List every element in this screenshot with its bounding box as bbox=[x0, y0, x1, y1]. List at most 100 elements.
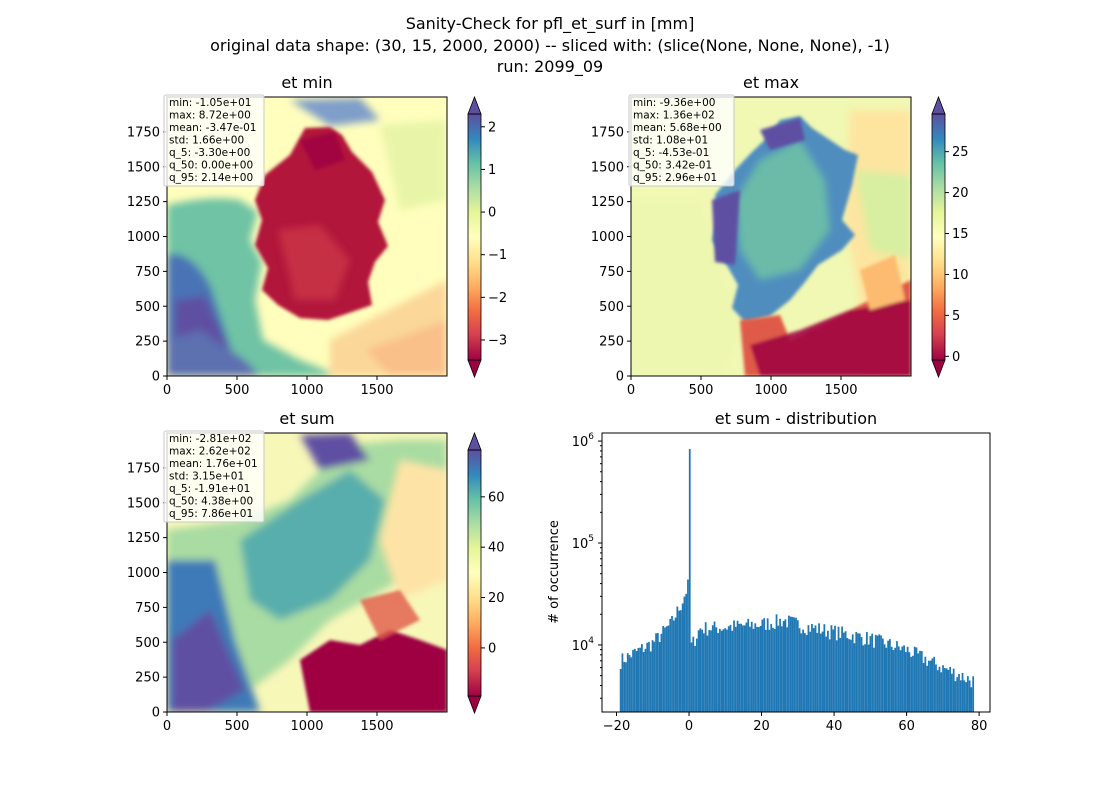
histogram-bar bbox=[951, 673, 953, 712]
histogram-bar bbox=[717, 632, 719, 712]
histogram-bar bbox=[931, 658, 934, 712]
histogram-bar bbox=[692, 636, 695, 712]
histogram-bar bbox=[699, 628, 702, 712]
histogram-bar bbox=[633, 648, 636, 712]
stats-line: max: 1.36e+02 bbox=[633, 110, 715, 122]
panel-title-et-min: et min bbox=[281, 73, 332, 92]
panel-title-et-max: et max bbox=[743, 73, 799, 92]
y-tick-label: 0 bbox=[152, 370, 160, 385]
colorbar-tick-label: 40 bbox=[488, 541, 505, 556]
stats-line: max: 8.72e+00 bbox=[169, 110, 251, 122]
y-tick-label: 1500 bbox=[127, 160, 160, 175]
histogram-bar bbox=[943, 668, 946, 712]
histogram-bar bbox=[913, 646, 916, 712]
histogram-bar bbox=[779, 618, 781, 712]
x-tick-label: 500 bbox=[225, 383, 250, 398]
heatmap-et-min bbox=[167, 97, 447, 376]
histogram-bar bbox=[816, 632, 819, 712]
histogram-bar bbox=[968, 680, 971, 712]
histogram-bar bbox=[653, 641, 656, 712]
histogram-bar bbox=[648, 641, 650, 712]
stats-line: q_5: -1.91e+01 bbox=[169, 483, 250, 495]
stats-box-frame bbox=[163, 94, 265, 187]
histogram-bar bbox=[871, 633, 874, 712]
histogram-bar bbox=[671, 616, 673, 712]
histogram-bar bbox=[811, 624, 813, 712]
histogram-bar bbox=[865, 632, 868, 712]
axes-frame-distribution bbox=[601, 432, 991, 713]
stats-line: q_50: 3.42e-01 bbox=[633, 160, 712, 172]
colorbar-tick-label: −3 bbox=[488, 333, 507, 348]
y-tick-label: 1750 bbox=[591, 125, 624, 140]
histogram-bar bbox=[766, 618, 769, 712]
histogram-bar bbox=[841, 626, 843, 712]
y-tick-label: 104 bbox=[572, 636, 595, 654]
stats-text: min: -2.81e+02 max: 2.62e+02 mean: 1.76e+0… bbox=[169, 433, 258, 520]
histogram-bar bbox=[812, 628, 815, 712]
axis-ticks-distribution: −20 0 20 40 60 80 104 105 106 bbox=[572, 432, 988, 734]
histogram-bar bbox=[940, 672, 943, 712]
histogram-bar bbox=[848, 639, 851, 712]
x-tick-label: 1000 bbox=[290, 719, 323, 734]
x-tick-label: 0 bbox=[685, 719, 693, 734]
histogram-bar bbox=[837, 626, 840, 712]
histogram-bar bbox=[782, 620, 785, 712]
stats-box-et-min: min: -1.05e+01 max: 8.72e+00 mean: -3.47e-… bbox=[163, 94, 265, 187]
colorbar-tick-label: 1 bbox=[488, 163, 496, 178]
x-tick-label: 0 bbox=[627, 383, 635, 398]
histogram-bar bbox=[718, 628, 721, 712]
y-tick-label: 1250 bbox=[127, 195, 160, 210]
histogram-bar bbox=[626, 653, 629, 712]
y-tick-label: 250 bbox=[135, 335, 160, 350]
histogram-bar bbox=[851, 634, 854, 712]
histogram-bar bbox=[685, 593, 688, 712]
histogram-bar bbox=[754, 623, 757, 712]
colorbar-gradient bbox=[468, 450, 481, 696]
histogram-bar bbox=[821, 631, 824, 712]
y-tick-label: 0 bbox=[152, 706, 160, 721]
histogram-bar bbox=[936, 670, 939, 712]
colorbar-tick-label: −1 bbox=[488, 248, 507, 263]
histogram-bar bbox=[802, 629, 804, 712]
x-tick-label: 1500 bbox=[824, 383, 857, 398]
y-tick-label: 1500 bbox=[591, 160, 624, 175]
histogram-bar bbox=[924, 656, 927, 712]
histogram-bar bbox=[857, 633, 859, 712]
histogram-bar bbox=[770, 623, 773, 712]
histogram-bar bbox=[644, 648, 647, 712]
y-tick-label: 500 bbox=[135, 636, 160, 651]
histogram-bar bbox=[919, 650, 921, 712]
histogram-bar bbox=[710, 630, 712, 712]
histogram-bar bbox=[908, 652, 911, 712]
y-tick-label: 750 bbox=[135, 601, 160, 616]
histogram-bar bbox=[894, 647, 897, 712]
histogram-bar bbox=[738, 623, 741, 712]
y-axis-label: # of occurrence bbox=[547, 520, 562, 624]
histogram-bar bbox=[641, 644, 643, 712]
histogram-bar bbox=[818, 623, 820, 712]
histogram-bar bbox=[793, 617, 796, 712]
histogram-bar bbox=[904, 652, 907, 712]
colorbar-tick-label: 20 bbox=[952, 186, 969, 201]
stats-line: std: 1.08e+01 bbox=[633, 135, 708, 147]
histogram-bar bbox=[901, 646, 904, 712]
axis-ticks-et-max: 0 500 1000 1500 0 250 500 750 1000 1250 1500 1750 bbox=[591, 125, 858, 398]
stats-line: mean: -3.47e-01 bbox=[169, 122, 256, 134]
colorbar-tick-label: 0 bbox=[952, 350, 960, 365]
histogram-bar bbox=[749, 626, 751, 712]
histogram-bar bbox=[750, 621, 753, 712]
histogram-bar bbox=[915, 647, 918, 712]
histogram-bar bbox=[862, 645, 865, 712]
histogram-bar bbox=[897, 646, 900, 712]
histogram-bar bbox=[825, 636, 828, 712]
histogram-bars bbox=[619, 448, 975, 712]
histogram-bar bbox=[690, 642, 693, 712]
histogram-bar bbox=[786, 627, 789, 712]
histogram-bar bbox=[906, 646, 909, 712]
histogram-bar bbox=[637, 647, 640, 712]
histogram-bar bbox=[621, 653, 624, 712]
stats-line: std: 3.15e+01 bbox=[169, 471, 244, 483]
histogram-bar bbox=[935, 664, 937, 712]
x-tick-label: 1500 bbox=[360, 383, 393, 398]
